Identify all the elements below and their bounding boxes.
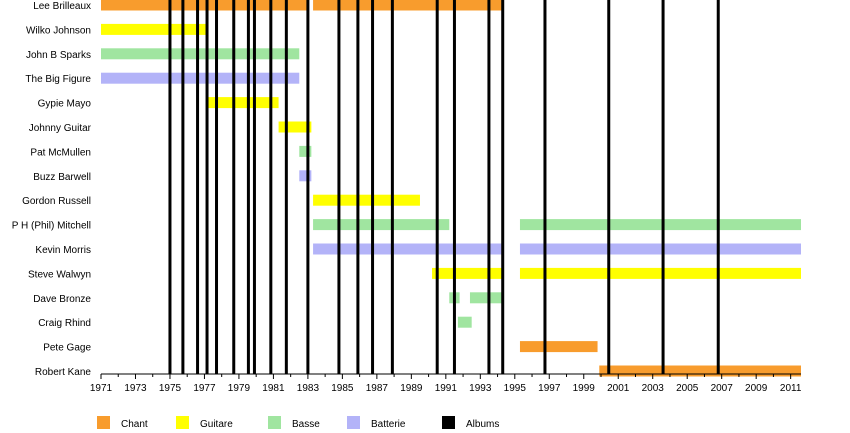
x-tick-label: 1983 xyxy=(297,383,320,394)
role-bar-guitare xyxy=(101,23,208,35)
role-bar-basse xyxy=(313,219,450,231)
x-tick-label: 2001 xyxy=(607,383,630,394)
x-tick-label: 2009 xyxy=(745,383,768,394)
role-bar-basse xyxy=(457,316,472,328)
legend-swatch-chant xyxy=(97,416,110,429)
x-tick-label: 2011 xyxy=(780,383,802,394)
legend-swatch-albums xyxy=(442,416,455,429)
role-bar-chant xyxy=(519,341,598,353)
x-tick-label: 1987 xyxy=(366,383,389,394)
role-bar-batterie xyxy=(519,243,801,255)
role-bars xyxy=(101,0,801,377)
legend-label: Chant xyxy=(121,419,148,430)
legend-swatch-batterie xyxy=(347,416,360,429)
member-label: Gypie Mayo xyxy=(38,99,92,110)
member-label: Wilko Johnson xyxy=(26,25,91,36)
role-bar-guitare xyxy=(519,267,801,279)
member-label: Kevin Morris xyxy=(35,245,91,256)
legend-label: Basse xyxy=(292,419,320,430)
member-labels: Lee Brilleaux Wilko Johnson John B Sparks T… xyxy=(12,1,92,378)
x-tick-label: 1991 xyxy=(435,383,458,394)
legend-swatch-guitare xyxy=(176,416,189,429)
member-label: Steve Walwyn xyxy=(28,269,91,280)
role-bar-batterie xyxy=(299,170,312,182)
role-bar-batterie xyxy=(313,243,504,255)
role-bar-basse xyxy=(101,48,300,60)
x-tick-label: 1999 xyxy=(573,383,596,394)
x-tick-label: 1989 xyxy=(400,383,423,394)
role-bar-batterie xyxy=(101,72,300,84)
role-bar-guitare xyxy=(278,121,312,133)
x-tick-label: 1997 xyxy=(538,383,561,394)
legend: Chant Guitare Basse Batterie Albums xyxy=(97,416,499,430)
member-label: Dave Bronze xyxy=(33,294,91,305)
x-tick-label: 1971 xyxy=(90,383,113,394)
x-tick-label: 1981 xyxy=(262,383,285,394)
role-bar-guitare xyxy=(313,194,420,206)
legend-swatch-basse xyxy=(268,416,281,429)
role-bar-guitare xyxy=(432,267,504,279)
role-bar-basse xyxy=(299,145,312,157)
role-bar-basse xyxy=(469,292,504,304)
member-label: John B Sparks xyxy=(26,50,91,61)
member-label: P H (Phil) Mitchell xyxy=(12,221,91,232)
legend-label: Guitare xyxy=(200,419,233,430)
x-axis: 1971 1973 1975 1977 1979 1981 1983 1985 1987 1989… xyxy=(90,373,802,394)
member-label: Gordon Russell xyxy=(22,196,91,207)
member-label: The Big Figure xyxy=(25,74,91,85)
role-bar-chant xyxy=(599,365,801,377)
x-tick-label: 1985 xyxy=(331,383,354,394)
x-tick-label: 1979 xyxy=(228,383,251,394)
role-bar-guitare xyxy=(207,97,279,109)
role-bar-basse xyxy=(519,219,801,231)
legend-label: Batterie xyxy=(371,419,406,430)
x-tick-label: 1993 xyxy=(469,383,492,394)
member-label: Robert Kane xyxy=(35,367,92,378)
x-tick-label: 2005 xyxy=(676,383,699,394)
member-label: Buzz Barwell xyxy=(33,172,91,183)
x-tick-label: 1973 xyxy=(124,383,147,394)
legend-label: Albums xyxy=(466,419,499,430)
role-bar-chant xyxy=(101,0,308,11)
member-label: Craig Rhind xyxy=(38,318,91,329)
x-tick-label: 2007 xyxy=(711,383,734,394)
x-tick-label: 2003 xyxy=(642,383,665,394)
member-label: Pete Gage xyxy=(43,343,91,354)
x-tick-label: 1995 xyxy=(504,383,527,394)
album-lines xyxy=(168,0,720,374)
x-tick-label: 1977 xyxy=(193,383,216,394)
x-tick-label: 1975 xyxy=(159,383,182,394)
role-bar-chant xyxy=(313,0,504,11)
member-label: Pat McMullen xyxy=(30,147,91,158)
member-label: Lee Brilleaux xyxy=(33,1,91,12)
member-label: Johnny Guitar xyxy=(29,123,92,134)
